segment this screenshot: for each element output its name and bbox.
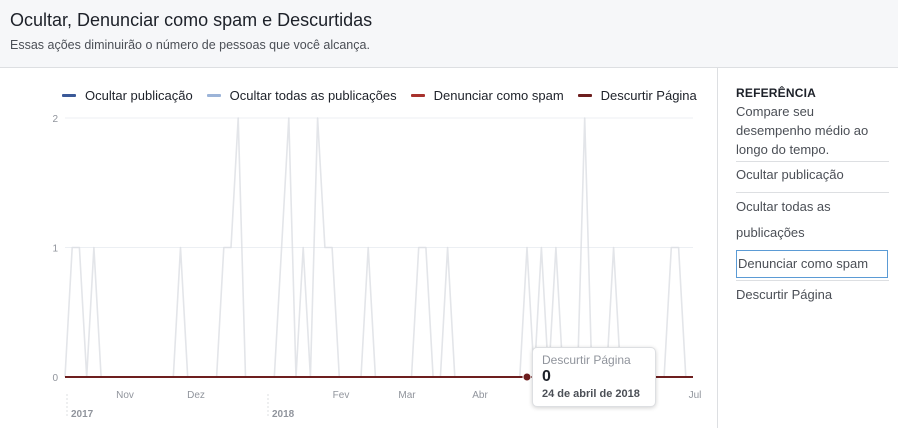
legend-swatch (410, 93, 425, 97)
legend-swatch (62, 93, 76, 97)
tooltip-value: 0 (542, 368, 551, 385)
x-tick-label: Fev (333, 390, 350, 401)
reference-item-ocultar-todas[interactable]: Ocultar todas as publicações (736, 199, 831, 240)
year-label: 2017 (71, 409, 94, 420)
divider (736, 192, 889, 193)
legend-swatch (206, 93, 221, 97)
x-tick-label: Jul (689, 390, 702, 401)
legend-swatch (577, 93, 592, 97)
legend-item-descurtir-pagina[interactable]: Descurtir Página (577, 87, 697, 103)
divider (736, 161, 889, 162)
legend-label: Ocultar publicação (85, 87, 193, 103)
x-tick-label: Mar (398, 390, 416, 401)
legend-label: Denunciar como spam (433, 87, 564, 103)
divider (736, 280, 889, 281)
reference-title: REFERÊNCIA (736, 86, 817, 100)
y-tick-label: 1 (52, 244, 58, 255)
reference-item-denunciar-spam[interactable]: Denunciar como spam (736, 250, 888, 278)
page-subtitle: Essas ações diminuirão o número de pesso… (10, 38, 370, 52)
legend-item-denunciar-spam[interactable]: Denunciar como spam (410, 87, 564, 103)
reference-item-descurtir-pagina[interactable]: Descurtir Página (736, 287, 833, 302)
x-tick-label: Nov (116, 390, 134, 401)
chart-legend: Ocultar publicação Ocultar todas as publ… (62, 87, 711, 103)
y-tick-label: 0 (52, 373, 58, 384)
x-tick-label: Abr (472, 390, 488, 401)
reference-sidebar: REFERÊNCIA Compare seu desempenho médio … (719, 68, 898, 428)
year-label: 2018 (272, 409, 295, 420)
page-title: Ocultar, Denunciar como spam e Descurtid… (10, 10, 373, 30)
tooltip-date: 24 de abril de 2018 (542, 388, 640, 400)
legend-item-ocultar-todas[interactable]: Ocultar todas as publicações (206, 87, 397, 103)
legend-label: Descurtir Página (600, 87, 697, 103)
reference-item-ocultar-publicacao[interactable]: Ocultar publicação (736, 167, 844, 182)
y-tick-label: 2 (52, 114, 58, 125)
tooltip-series: Descurtir Página (542, 353, 631, 367)
chart-tooltip: Descurtir Página 0 24 de abril de 2018 (532, 347, 656, 407)
legend-item-ocultar-publicacao[interactable]: Ocultar publicação (62, 87, 193, 103)
legend-label: Ocultar todas as publicações (229, 87, 397, 103)
highlight-point (522, 372, 532, 382)
page-header: Ocultar, Denunciar como spam e Descurtid… (0, 0, 898, 68)
x-tick-label: Dez (187, 390, 205, 401)
reference-description: Compare seu desempenho médio ao longo do… (736, 104, 869, 157)
